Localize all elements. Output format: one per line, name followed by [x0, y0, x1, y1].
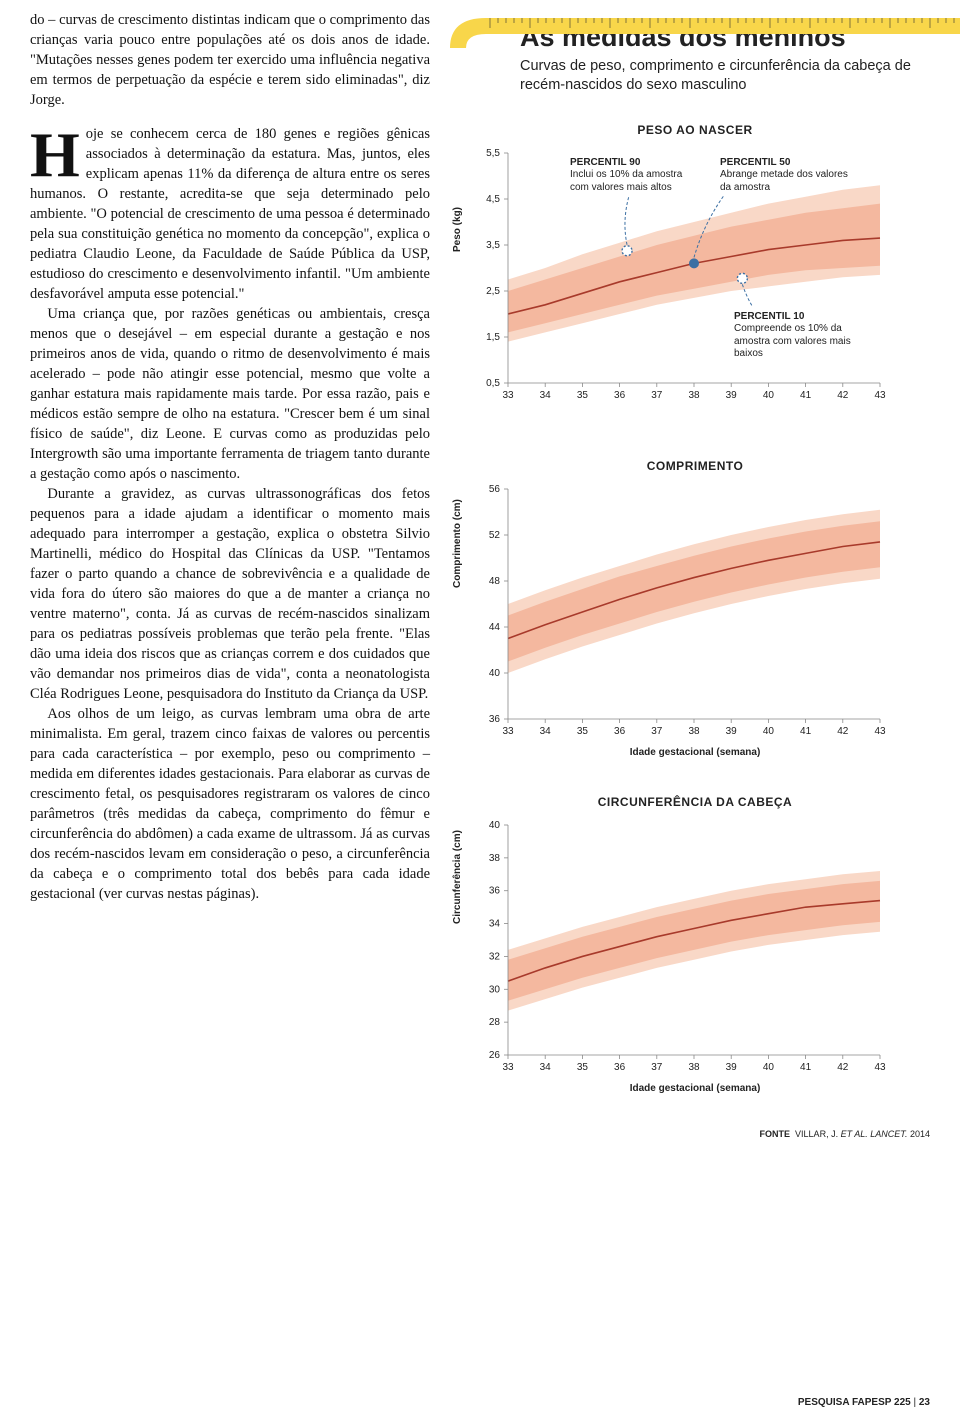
- svg-text:38: 38: [688, 1062, 700, 1073]
- svg-text:33: 33: [502, 390, 514, 401]
- svg-text:56: 56: [489, 484, 501, 495]
- svg-text:39: 39: [726, 1062, 738, 1073]
- svg-text:44: 44: [489, 622, 501, 633]
- svg-text:36: 36: [614, 726, 626, 737]
- chart-peso-title: PESO AO NASCER: [460, 123, 930, 137]
- svg-text:3,5: 3,5: [486, 240, 500, 251]
- p0: do – curvas de crescimento distintas ind…: [30, 10, 430, 110]
- p1: Hoje se conhecem cerca de 180 genes e re…: [30, 124, 430, 304]
- svg-text:26: 26: [489, 1050, 501, 1061]
- anno-p90: PERCENTIL 90 Inclui os 10% da amostra co…: [570, 157, 700, 195]
- svg-text:32: 32: [489, 951, 501, 962]
- svg-text:30: 30: [489, 984, 501, 995]
- chart-cabeca-svg: 26 28 30 32 34 36 38 40 33 34 35 36 37 38 39 40 41 42 43: [460, 815, 890, 1081]
- infobox-header: As medidas dos meninos Curvas de peso, c…: [460, 10, 930, 105]
- svg-text:52: 52: [489, 530, 501, 541]
- chart-peso: PESO AO NASCER 0,5 1,5 2,5 3,5 4,5 5,5 33 34 35 3…: [460, 123, 930, 441]
- source-line: FONTE VILLAR, J. ET AL. LANCET. 2014: [460, 1129, 930, 1139]
- svg-text:40: 40: [763, 1062, 775, 1073]
- article-body: do – curvas de crescimento distintas ind…: [30, 10, 430, 904]
- svg-text:40: 40: [489, 820, 501, 831]
- p3: Durante a gravidez, as curvas ultrassono…: [30, 484, 430, 704]
- chart-comprimento-svg: 36 40 44 48 52 56 33 34 35 36 37 38 39 40 41 42 43: [460, 479, 890, 745]
- svg-text:33: 33: [502, 726, 514, 737]
- svg-text:39: 39: [726, 726, 738, 737]
- svg-text:40: 40: [489, 668, 501, 679]
- svg-text:36: 36: [489, 885, 501, 896]
- chart-comprimento-title: COMPRIMENTO: [460, 459, 930, 473]
- svg-text:40: 40: [763, 390, 775, 401]
- chart-comprimento: COMPRIMENTO 36 40 44 48 52 56 33 34 35 36 37 38 39 40…: [460, 459, 930, 777]
- svg-text:36: 36: [614, 1062, 626, 1073]
- svg-text:42: 42: [837, 726, 849, 737]
- dropcap: H: [30, 124, 86, 182]
- svg-text:1,5: 1,5: [486, 332, 500, 343]
- infobox-title: As medidas dos meninos: [520, 22, 930, 53]
- svg-text:2,5: 2,5: [486, 286, 500, 297]
- svg-text:28: 28: [489, 1017, 501, 1028]
- svg-text:38: 38: [489, 853, 501, 864]
- svg-text:42: 42: [837, 1062, 849, 1073]
- svg-text:35: 35: [577, 390, 589, 401]
- infobox-subtitle: Curvas de peso, comprimento e circunferê…: [520, 57, 930, 95]
- svg-text:0,5: 0,5: [486, 378, 500, 389]
- chart-comprimento-xlabel: Idade gestacional (semana): [460, 747, 930, 758]
- chart-cabeca-xlabel: Idade gestacional (semana): [460, 1083, 930, 1094]
- p2: Uma criança que, por razões genéticas ou…: [30, 304, 430, 484]
- svg-text:36: 36: [614, 390, 626, 401]
- chart-cabeca-ylabel: Circunferência (cm): [452, 830, 463, 924]
- chart-cabeca: CIRCUNFERÊNCIA DA CABEÇA 26 28 30 32 34 36 38 4…: [460, 795, 930, 1113]
- anno-p10: PERCENTIL 10 Compreende os 10% da amostr…: [734, 311, 864, 361]
- svg-text:41: 41: [800, 726, 812, 737]
- svg-text:37: 37: [651, 390, 663, 401]
- svg-text:38: 38: [688, 726, 700, 737]
- svg-text:35: 35: [577, 726, 589, 737]
- svg-text:43: 43: [874, 1062, 886, 1073]
- svg-text:34: 34: [540, 1062, 552, 1073]
- svg-text:39: 39: [726, 390, 738, 401]
- svg-text:40: 40: [763, 726, 775, 737]
- svg-text:43: 43: [874, 726, 886, 737]
- svg-text:35: 35: [577, 1062, 589, 1073]
- svg-text:5,5: 5,5: [486, 148, 500, 159]
- svg-text:43: 43: [874, 390, 886, 401]
- svg-text:36: 36: [489, 714, 501, 725]
- svg-text:34: 34: [540, 390, 552, 401]
- svg-text:42: 42: [837, 390, 849, 401]
- svg-text:34: 34: [489, 918, 501, 929]
- svg-text:38: 38: [688, 390, 700, 401]
- svg-text:48: 48: [489, 576, 501, 587]
- svg-text:41: 41: [800, 390, 812, 401]
- svg-text:37: 37: [651, 726, 663, 737]
- svg-text:37: 37: [651, 1062, 663, 1073]
- svg-text:41: 41: [800, 1062, 812, 1073]
- chart-cabeca-title: CIRCUNFERÊNCIA DA CABEÇA: [460, 795, 930, 809]
- p4: Aos olhos de um leigo, as curvas lembram…: [30, 704, 430, 904]
- chart-comprimento-ylabel: Comprimento (cm): [452, 499, 463, 588]
- svg-text:4,5: 4,5: [486, 194, 500, 205]
- page-footer: PESQUISA FAPESP 225 | 23: [798, 1397, 930, 1408]
- chart-peso-ylabel: Peso (kg): [452, 207, 463, 252]
- svg-text:33: 33: [502, 1062, 514, 1073]
- svg-text:34: 34: [540, 726, 552, 737]
- anno-p50: PERCENTIL 50 Abrange metade dos valores …: [720, 157, 850, 195]
